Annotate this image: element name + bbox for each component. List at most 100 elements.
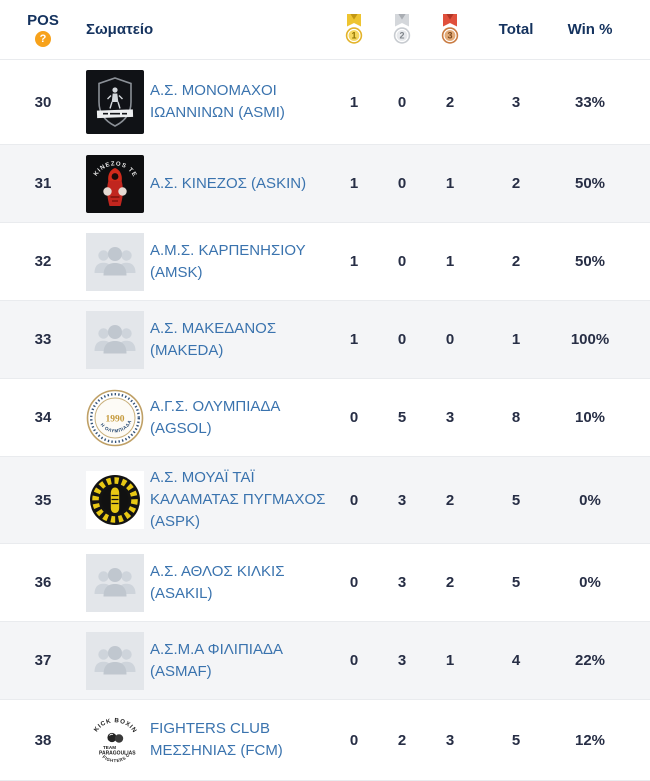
bronze-count: 3 (445, 731, 455, 749)
svg-text:2: 2 (399, 31, 404, 41)
silver-count: 0 (397, 253, 407, 270)
club-link[interactable]: Α.Γ.Σ. ΟΛΥΜΠΙΑΔΑ (AGSOL) (150, 397, 280, 437)
position-value: 37 (34, 652, 52, 669)
position-value: 38 (34, 731, 52, 749)
group-placeholder-icon (86, 232, 144, 291)
bronze-medal-icon: 3 (426, 14, 474, 45)
position-value: 35 (34, 491, 52, 509)
win-percentage: 50% (574, 175, 606, 192)
club-logo (86, 553, 144, 612)
silver-count: 0 (397, 331, 407, 348)
bronze-count: 2 (445, 574, 455, 591)
total-count: 8 (511, 409, 521, 426)
position-value: 34 (34, 409, 52, 426)
bronze-count: 1 (445, 652, 455, 669)
silver-count: 3 (397, 652, 407, 669)
ranking-table-header: POS ? Σωματείο 1 2 3 Total Win % (0, 0, 650, 60)
silver-count: 0 (397, 93, 407, 111)
gold-count: 1 (349, 253, 359, 270)
club-link[interactable]: Α.Σ. ΑΘΛΟΣ ΚΙΛΚΙΣ (ASAKIL) (150, 562, 285, 602)
total-count: 1 (511, 331, 521, 348)
total-count: 2 (511, 253, 521, 270)
bronze-count: 2 (445, 93, 455, 111)
svg-text:PARAGOULIAS: PARAGOULIAS (99, 751, 136, 757)
club-logo: KINEZOS TEAM (86, 154, 144, 213)
gold-count: 0 (349, 491, 359, 509)
win-percentage: 100% (570, 331, 610, 348)
svg-text:1990: 1990 (106, 414, 125, 424)
position-value: 36 (34, 574, 52, 591)
total-count: 3 (511, 93, 521, 111)
group-placeholder-icon (86, 310, 144, 369)
win-header-label: Win % (567, 21, 613, 38)
club-link[interactable]: Α.Σ. ΜΟΥΑΪ ΤΑΪ ΚΑΛΑΜΑΤΑΣ ΠΥΓΜΑΧΟΣ (ASPK) (150, 469, 326, 530)
help-question-icon[interactable]: ? (35, 31, 51, 47)
club-logo (86, 232, 144, 291)
club-logo: 1990 Η ΟΛΥΜΠΙΑΔΑ (86, 389, 144, 447)
club-logo (86, 631, 144, 690)
gold-count: 0 (349, 574, 359, 591)
club-logo (86, 471, 144, 529)
table-row: 33 Α.Σ. ΜΑΚΕΔΑΝΟΣ (MAKEDA) 1 0 0 1 100% (0, 301, 650, 379)
club-link[interactable]: Α.Σ. ΜΑΚΕΔΑΝΟΣ (MAKEDA) (150, 319, 277, 359)
position-value: 33 (34, 331, 52, 348)
table-row: 38 KICK BOXING TEAM PARAGOULIAS FIGHTERS… (0, 700, 650, 781)
total-count: 2 (511, 175, 521, 192)
table-body: 30 Α.Σ. ΜΟΝΟΜΑΧΟΙ ΙΩΑΝΝΙΝΩΝ (ASMI) 1 0 2… (0, 60, 650, 781)
gold-count: 0 (349, 652, 359, 669)
club-link[interactable]: Α.Σ. ΜΟΝΟΜΑΧΟΙ ΙΩΑΝΝΙΝΩΝ (ASMI) (150, 82, 285, 121)
position-value: 30 (34, 93, 52, 111)
table-row: 30 Α.Σ. ΜΟΝΟΜΑΧΟΙ ΙΩΑΝΝΙΝΩΝ (ASMI) 1 0 2… (0, 60, 650, 145)
pos-header: POS ? (0, 12, 86, 47)
table-row: 37 Α.Σ.Μ.Α ΦΙΛΙΠΙΑΔΑ (ASMAF) 0 3 1 4 22% (0, 622, 650, 700)
win-percentage: 10% (574, 409, 606, 426)
table-row: 36 Α.Σ. ΑΘΛΟΣ ΚΙΛΚΙΣ (ASAKIL) 0 3 2 5 0% (0, 544, 650, 622)
fcm-club-logo: KICK BOXING TEAM PARAGOULIAS FIGHTERS CL… (86, 711, 144, 769)
silver-count: 5 (397, 409, 407, 426)
table-row: 32 Α.Μ.Σ. ΚΑΡΠΕΝΗΣΙΟΥ (AMSK) 1 0 1 2 50% (0, 223, 650, 301)
table-row: 31 KINEZOS TEAM Α.Σ. ΚΙΝΕΖΟΣ (ASKIN) 1 0… (0, 145, 650, 223)
gold-count: 1 (349, 175, 359, 192)
table-row: 34 1990 Η ΟΛΥΜΠΙΑΔΑ Α.Γ.Σ. ΟΛΥΜΠΙΑΔΑ (AG… (0, 379, 650, 457)
gold-count: 1 (349, 93, 359, 111)
gold-medal-icon: 1 (330, 14, 378, 45)
total-count: 5 (511, 574, 521, 591)
svg-text:TEAM: TEAM (103, 745, 116, 750)
silver-medal-icon: 2 (378, 14, 426, 45)
bronze-count: 1 (445, 175, 455, 192)
pos-header-label: POS (27, 12, 59, 29)
win-percentage: 12% (574, 731, 606, 749)
table-row: 35 Α.Σ. ΜΟΥΑΪ ΤΑΪ ΚΑΛΑΜΑΤΑΣ ΠΥΓΜΑΧΟΣ (AS… (0, 457, 650, 544)
gold-count: 0 (349, 409, 359, 426)
silver-count: 3 (397, 574, 407, 591)
svg-text:1: 1 (351, 31, 356, 41)
position-value: 31 (34, 175, 52, 192)
club-logo: KICK BOXING TEAM PARAGOULIAS FIGHTERS CL… (86, 711, 144, 769)
group-placeholder-icon (86, 553, 144, 612)
bronze-count: 2 (445, 491, 455, 509)
total-count: 5 (511, 731, 521, 749)
win-percentage: 33% (574, 93, 606, 111)
club-link[interactable]: Α.Σ. ΚΙΝΕΖΟΣ (ASKIN) (150, 174, 307, 192)
bronze-count: 0 (445, 331, 455, 348)
win-percentage: 0% (579, 574, 601, 591)
club-header-label: Σωματείο (86, 21, 154, 38)
bronze-count: 3 (445, 409, 455, 426)
askin-club-logo: KINEZOS TEAM (86, 154, 144, 213)
asmi-club-logo (86, 70, 144, 134)
club-link[interactable]: Α.Σ.Μ.Α ΦΙΛΙΠΙΑΔΑ (ASMAF) (150, 640, 283, 680)
club-link[interactable]: Α.Μ.Σ. ΚΑΡΠΕΝΗΣΙΟΥ (AMSK) (150, 241, 306, 281)
silver-count: 3 (397, 491, 407, 509)
gold-count: 0 (349, 731, 359, 749)
total-header-label: Total (498, 21, 534, 38)
win-percentage: 0% (579, 491, 601, 509)
aspk-club-logo (86, 471, 144, 529)
win-percentage: 50% (574, 253, 606, 270)
svg-text:3: 3 (447, 31, 452, 41)
silver-count: 2 (397, 731, 407, 749)
agsol-club-logo: 1990 Η ΟΛΥΜΠΙΑΔΑ (86, 389, 144, 446)
club-link[interactable]: FIGHTERS CLUB ΜΕΣΣΗΝΙΑΣ (FCM) (150, 720, 283, 759)
club-logo (86, 310, 144, 369)
total-count: 5 (511, 491, 521, 509)
silver-count: 0 (397, 175, 407, 192)
